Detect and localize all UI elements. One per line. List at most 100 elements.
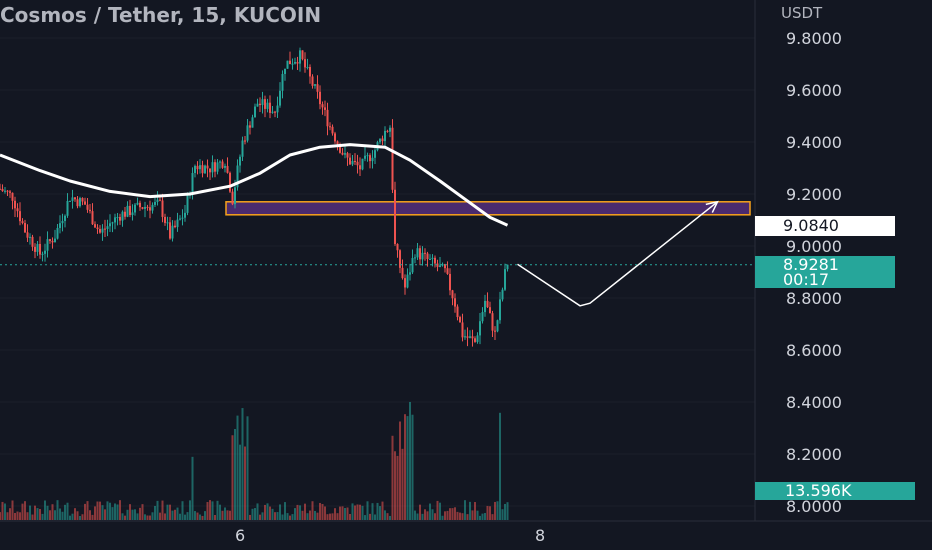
volume-bar <box>501 509 504 520</box>
candle-body <box>4 190 6 192</box>
volume-bar <box>101 505 104 520</box>
candle-body <box>279 90 281 106</box>
volume-bar <box>351 503 354 520</box>
candle-body <box>131 212 134 216</box>
volume-bar <box>431 509 434 520</box>
volume-bar <box>299 505 301 520</box>
volume-bar <box>341 506 344 520</box>
candle-body <box>199 165 201 170</box>
candle-body <box>394 189 396 244</box>
candle-body <box>214 162 216 172</box>
volume-bar <box>326 514 329 520</box>
volume-bar <box>96 501 99 520</box>
candle-body <box>239 156 241 166</box>
volume-bar <box>151 512 154 520</box>
price-tick-label: 8.0000 <box>786 497 842 516</box>
candle-body <box>154 202 156 205</box>
volume-bar <box>146 515 149 520</box>
candle-body <box>254 106 256 118</box>
candle-body <box>211 162 214 173</box>
candle-body <box>121 211 124 221</box>
volume-bar <box>99 501 101 520</box>
candle-body <box>446 268 449 274</box>
volume-tag: 13.596K <box>755 482 915 500</box>
volume-bar <box>399 421 401 520</box>
volume-bar <box>176 507 179 520</box>
volume-bar <box>291 514 294 520</box>
price-tick-label: 8.2000 <box>786 445 842 464</box>
candle-body <box>59 223 61 228</box>
volume-bar <box>256 503 259 520</box>
candle-body <box>439 265 441 267</box>
volume-bar <box>109 502 111 520</box>
volume-bar <box>236 415 239 520</box>
candle-body <box>196 165 199 170</box>
candle-body <box>124 211 126 217</box>
candle-body <box>96 227 99 230</box>
candle-body <box>149 207 151 211</box>
candle-body <box>434 257 436 264</box>
candle-body <box>484 300 486 313</box>
volume-bar <box>481 513 484 520</box>
price-axis[interactable]: 9.8000 9.6000 9.4000 9.2000 9.0000 8.8000 8.60… <box>786 29 842 516</box>
candle-body <box>226 165 229 173</box>
volume-bar <box>34 505 36 520</box>
volume-bar <box>174 509 176 520</box>
candle-body <box>171 225 174 239</box>
candle-body <box>179 218 181 220</box>
candle-body <box>431 257 434 259</box>
candle-body <box>219 161 221 163</box>
volume-bar <box>361 505 364 520</box>
candle-body <box>284 68 286 74</box>
candle-body <box>281 73 284 91</box>
volume-bar <box>66 502 69 520</box>
candle-body <box>24 223 26 233</box>
volume-bar <box>261 512 264 520</box>
candle-body <box>164 216 166 223</box>
candle-body <box>94 224 96 228</box>
volume-bar <box>154 505 156 520</box>
candle-body <box>356 161 359 166</box>
volume-bar <box>39 508 41 520</box>
volume-bar <box>229 510 231 520</box>
candle-body <box>319 91 321 105</box>
volume-bar <box>476 510 479 520</box>
candle-body <box>459 317 461 323</box>
candle-body <box>351 161 354 165</box>
candle-body <box>161 200 164 217</box>
volume-bar <box>471 510 474 520</box>
projection-arrow <box>517 200 719 307</box>
candle-body <box>421 252 424 260</box>
volume-bar <box>204 511 206 520</box>
candle-body <box>306 67 309 69</box>
candle-body <box>204 165 206 174</box>
candle-body <box>474 338 476 342</box>
volume-bar <box>311 501 314 520</box>
volume-bar <box>346 507 349 520</box>
volume-bar <box>409 401 411 520</box>
candle-body <box>101 228 104 233</box>
candle-body <box>109 223 111 227</box>
candle-body <box>209 168 211 173</box>
volume-bar <box>61 511 64 520</box>
volume-bar <box>241 408 244 520</box>
candle-body <box>334 133 336 142</box>
candle-body <box>191 173 194 195</box>
candle-body <box>389 127 391 132</box>
volume-bar <box>31 514 34 520</box>
volume-bar <box>149 515 151 520</box>
volume-bar <box>119 500 121 520</box>
candle-body <box>444 264 446 269</box>
volume-bar <box>51 504 54 520</box>
volume-bar <box>281 514 284 520</box>
volume-bar <box>239 444 241 520</box>
volume-value: 13.596K <box>785 481 852 500</box>
candle-body <box>89 209 91 212</box>
volume-bar <box>211 501 214 520</box>
price-tick-label: 9.8000 <box>786 29 842 48</box>
candle-body <box>31 236 34 247</box>
candle-body <box>344 153 346 155</box>
candle-body <box>456 306 459 318</box>
candle-body <box>231 191 234 205</box>
